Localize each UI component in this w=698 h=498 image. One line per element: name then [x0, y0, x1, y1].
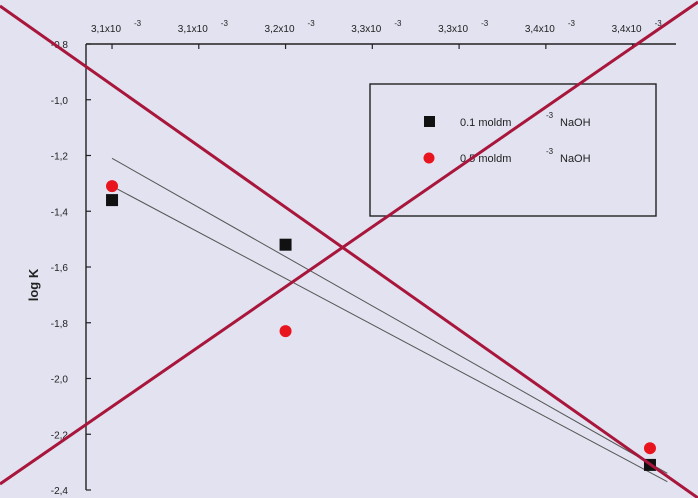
- point-circle: [106, 180, 119, 193]
- x-tick-exponent: -3: [481, 19, 489, 28]
- x-tick-exponent: -3: [134, 19, 142, 28]
- cross-line-ascending: [0, 0, 698, 486]
- y-tick-label: -1,6: [51, 263, 69, 274]
- legend-label-suffix: NaOH: [560, 117, 591, 129]
- plot-frame: [85, 43, 676, 490]
- point-square: [279, 238, 292, 251]
- point-circle: [643, 442, 656, 455]
- legend: 0.1 moldm -3 NaOH 0.5 moldm -3 NaOH: [369, 83, 657, 217]
- cross-line-descending: [0, 4, 698, 498]
- legend-box: [369, 83, 657, 217]
- x-tick-label: 3,2x10: [265, 24, 295, 35]
- fit-lines: [111, 157, 668, 483]
- x-tick-exponent: -3: [568, 19, 576, 28]
- y-tick-label: -1,4: [51, 207, 69, 218]
- x-tick-label: 3,1x10: [178, 24, 208, 35]
- x-tick-exponent: -3: [221, 19, 229, 28]
- y-tick-label: -1,2: [51, 152, 69, 163]
- x-tick-label: 3,3x10: [438, 24, 468, 35]
- x-tick-label: 3,3x10: [351, 24, 381, 35]
- point-circle: [279, 325, 292, 338]
- x-tick-exponent: -3: [394, 19, 402, 28]
- point-square: [106, 194, 119, 207]
- y-tick-label: -2,0: [51, 375, 69, 386]
- fit-line: [111, 157, 668, 474]
- x-tick-label: 3,1x10: [91, 24, 121, 35]
- legend-label-suffix: NaOH: [560, 153, 591, 165]
- legend-marker-square: [424, 116, 435, 127]
- x-tick-label: 3,4x10: [612, 24, 642, 35]
- y-tick-label: -1,0: [51, 96, 69, 107]
- x-tick-label: 3,4x10: [525, 24, 555, 35]
- y-tick-label: -1,8: [51, 319, 69, 330]
- y-axis: -0,8 -1,0 -1,2 -1,4 -1,6 -1,8 -2,0 -2,2 -2,4: [51, 40, 91, 497]
- y-tick-label: -2,4: [51, 486, 69, 497]
- y-tick-label: -2,2: [51, 430, 69, 441]
- fit-line: [111, 185, 668, 483]
- x-tick-exponent: -3: [655, 19, 663, 28]
- legend-label: 0.1 moldm: [460, 117, 511, 129]
- x-tick-exponent: -3: [308, 19, 316, 28]
- legend-label: 0.5 moldm: [460, 153, 511, 165]
- data-points: [106, 180, 656, 471]
- y-axis-label: log K: [26, 268, 41, 301]
- y-tick-label: -0,8: [51, 40, 69, 51]
- legend-label-exponent: -3: [546, 111, 554, 120]
- legend-label-exponent: -3: [546, 147, 554, 156]
- legend-marker-circle: [423, 152, 435, 164]
